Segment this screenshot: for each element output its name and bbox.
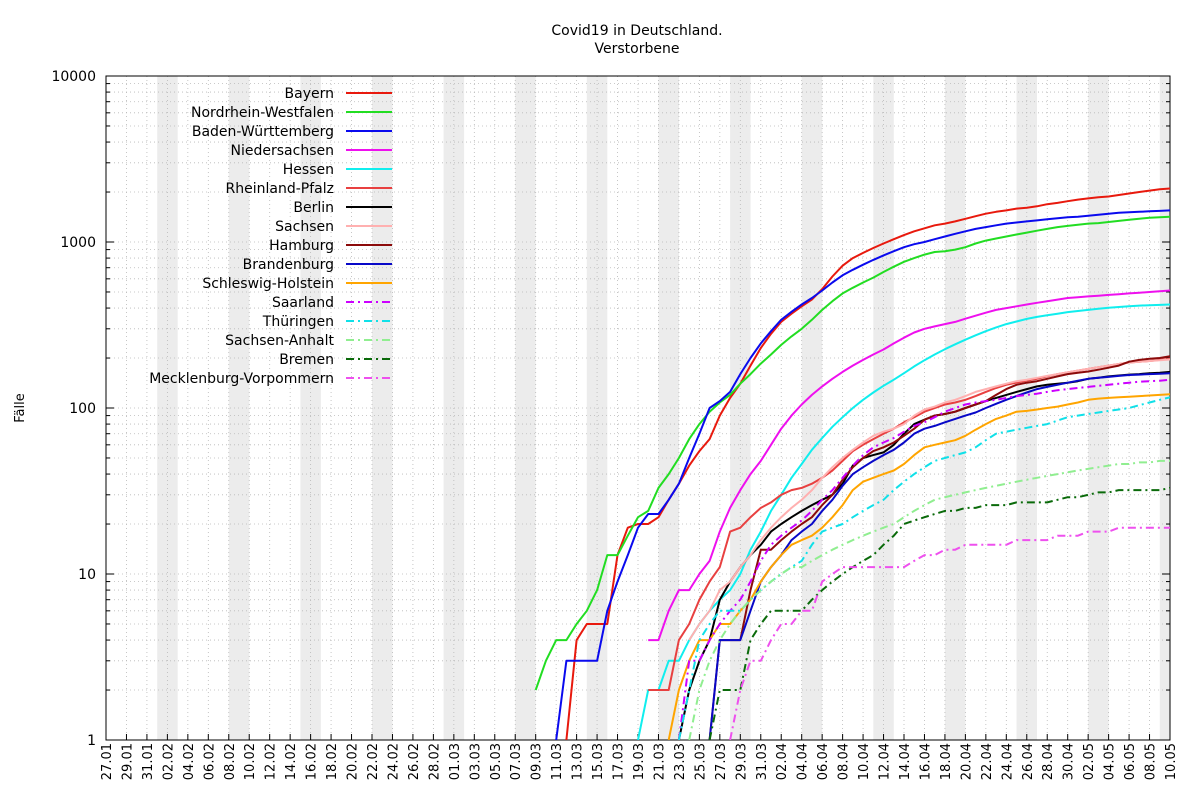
- x-tick-label: 02.02: [161, 743, 176, 780]
- x-tick-label: 28.04: [1041, 743, 1056, 780]
- x-tick-label: 02.05: [1082, 743, 1097, 780]
- legend-entry: Thüringen: [262, 314, 334, 330]
- x-tick-label: 27.03: [714, 743, 729, 780]
- x-tick-label: 10.05: [1164, 743, 1179, 780]
- weekend-band: [801, 76, 823, 740]
- legend-entry: Saarland: [272, 295, 334, 311]
- x-tick-label: 26.02: [407, 743, 422, 780]
- x-tick-label: 12.02: [264, 743, 279, 780]
- legend-entry: Hamburg: [269, 238, 334, 254]
- x-tick-label: 30.04: [1062, 743, 1077, 780]
- x-tick-label: 06.05: [1123, 743, 1138, 780]
- legend-entry: Brandenburg: [243, 257, 334, 273]
- series-line: [729, 526, 1170, 740]
- series-line: [708, 355, 1170, 740]
- x-tick-label: 10.04: [857, 743, 872, 780]
- x-tick-label: 05.03: [489, 743, 504, 780]
- axis-ticks: 1 10 100 1000 10000 27.01 29.01 31.01 02.02 04.02…: [51, 69, 1179, 780]
- x-tick-label: 06.04: [816, 743, 831, 780]
- series-line: [637, 303, 1170, 740]
- x-tick-label: 21.03: [653, 743, 668, 780]
- y-tick-label: 100: [69, 401, 96, 417]
- x-tick-label: 16.02: [305, 743, 320, 780]
- series-lines: [534, 187, 1170, 740]
- x-tick-label: 29.03: [734, 743, 749, 780]
- y-tick-label: 1000: [60, 235, 96, 251]
- legend-entry: Rheinland-Pfalz: [226, 181, 334, 197]
- chart-title: Covid19 in Deutschland.: [551, 23, 722, 39]
- x-tick-label: 08.04: [837, 743, 852, 780]
- x-tick-label: 13.03: [571, 743, 586, 780]
- x-tick-label: 28.02: [427, 743, 442, 780]
- x-tick-label: 31.01: [141, 743, 156, 780]
- grid: [105, 76, 1171, 741]
- x-tick-label: 02.04: [775, 743, 790, 780]
- x-tick-label: 07.03: [509, 743, 524, 780]
- y-tick-label: 10000: [51, 69, 96, 85]
- y-tick-label: 1: [87, 733, 96, 749]
- legend-entry: Bayern: [285, 86, 334, 102]
- series-line: [688, 459, 1170, 740]
- x-tick-label: 14.04: [898, 743, 913, 780]
- series-line: [677, 378, 1170, 740]
- x-tick-label: 18.04: [939, 743, 954, 780]
- y-axis-label: Fälle: [13, 393, 28, 422]
- x-tick-label: 10.02: [243, 743, 258, 780]
- x-tick-label: 20.04: [959, 743, 974, 780]
- series-line: [667, 393, 1170, 740]
- x-tick-label: 01.03: [448, 743, 463, 780]
- x-tick-label: 08.05: [1144, 743, 1159, 780]
- x-tick-label: 16.04: [919, 743, 934, 780]
- x-tick-label: 15.03: [591, 743, 606, 780]
- x-tick-label: 24.02: [387, 743, 402, 780]
- x-tick-label: 31.03: [755, 743, 770, 780]
- legend-entry: Sachsen-Anhalt: [225, 333, 334, 349]
- series-line: [708, 486, 1170, 740]
- x-tick-label: 23.03: [673, 743, 688, 780]
- x-tick-label: 27.01: [100, 743, 115, 780]
- x-tick-label: 09.03: [530, 743, 545, 780]
- x-tick-label: 18.02: [325, 743, 340, 780]
- x-tick-label: 29.01: [121, 743, 136, 780]
- legend-entry: Baden-Württemberg: [192, 124, 334, 140]
- x-tick-label: 20.02: [346, 743, 361, 780]
- legend-entry: Bremen: [279, 352, 334, 368]
- x-tick-label: 22.02: [366, 743, 381, 780]
- weekend-band: [658, 76, 679, 740]
- series-line: [648, 289, 1170, 642]
- x-tick-label: 06.02: [202, 743, 217, 780]
- x-tick-label: 08.02: [223, 743, 238, 780]
- legend-entry: Sachsen: [275, 219, 334, 235]
- x-tick-label: 22.04: [980, 743, 995, 780]
- x-tick-label: 25.03: [693, 743, 708, 780]
- series-line: [555, 209, 1170, 740]
- legend-entry: Mecklenburg-Vorpommern: [149, 371, 334, 387]
- series-line: [708, 372, 1170, 740]
- series-line: [534, 215, 1170, 691]
- x-tick-label: 04.04: [796, 743, 811, 780]
- x-tick-label: 24.04: [1000, 743, 1015, 780]
- x-tick-label: 04.05: [1103, 743, 1118, 780]
- weekend-band: [228, 76, 250, 740]
- chart-subtitle: Verstorbene: [595, 41, 680, 57]
- x-tick-label: 04.02: [182, 743, 197, 780]
- legend-entry: Hessen: [283, 162, 334, 178]
- x-tick-label: 26.04: [1021, 743, 1036, 780]
- x-tick-label: 12.04: [878, 743, 893, 780]
- series-line: [688, 358, 1170, 641]
- x-tick-label: 03.03: [468, 743, 483, 780]
- legend-entry: Nordrhein-Westfalen: [191, 105, 334, 121]
- x-tick-label: 19.03: [632, 743, 647, 780]
- legend-entry: Schleswig-Holstein: [202, 276, 334, 292]
- legend-entry: Berlin: [293, 200, 334, 216]
- x-tick-label: 17.03: [612, 743, 627, 780]
- x-tick-label: 14.02: [284, 743, 299, 780]
- legend: Bayern Nordrhein-Westfalen Baden-Württembe…: [149, 86, 392, 387]
- legend-entry: Niedersachsen: [231, 143, 334, 159]
- x-tick-label: 11.03: [550, 743, 565, 780]
- y-tick-label: 10: [78, 567, 96, 583]
